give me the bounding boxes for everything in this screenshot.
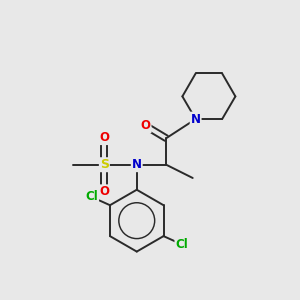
Text: Cl: Cl — [85, 190, 98, 203]
Text: S: S — [100, 158, 109, 171]
Text: O: O — [99, 185, 110, 198]
Text: O: O — [99, 131, 110, 144]
Text: Cl: Cl — [176, 238, 188, 251]
Text: O: O — [141, 119, 151, 132]
Text: N: N — [190, 112, 201, 126]
Text: N: N — [132, 158, 142, 171]
